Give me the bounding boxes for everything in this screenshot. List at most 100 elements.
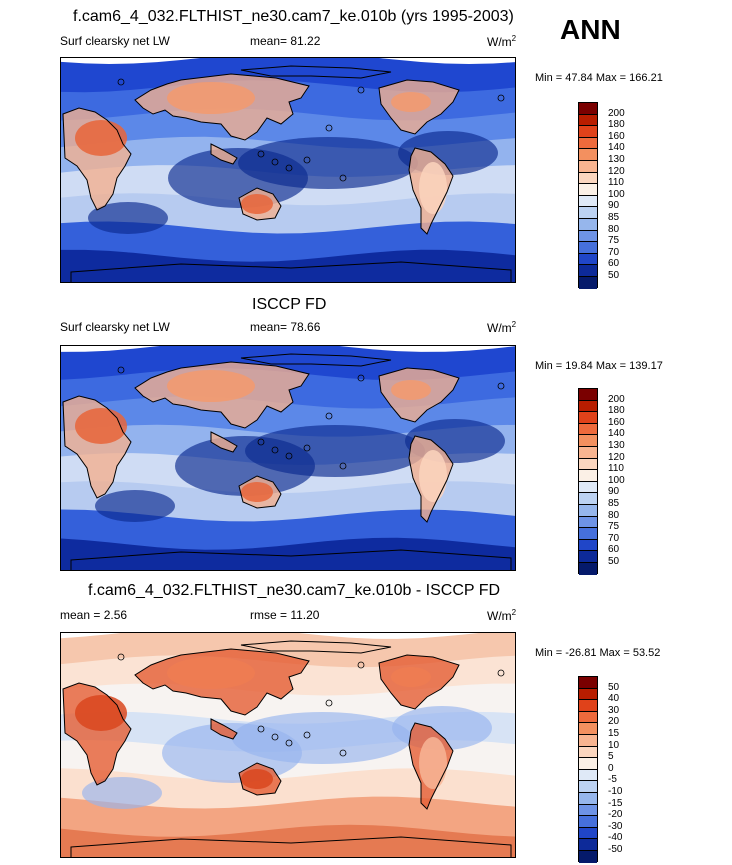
- colorbar-swatch: [579, 493, 597, 505]
- colorbar-swatch: [579, 562, 597, 575]
- colorbar-tick-label: 160: [608, 130, 625, 142]
- panel-1-colorbar: [578, 102, 598, 289]
- colorbar-tick-label: 30: [608, 704, 620, 716]
- panel-3-min-max: Min = -26.81 Max = 53.52: [535, 647, 661, 659]
- colorbar-swatch: [579, 412, 597, 424]
- season-label: ANN: [560, 14, 621, 45]
- colorbar-tick-label: 140: [608, 428, 625, 440]
- colorbar-swatch: [579, 516, 597, 529]
- colorbar-swatch: [579, 804, 597, 817]
- colorbar-swatch: [579, 160, 597, 173]
- colorbar-swatch: [579, 126, 597, 138]
- map-field: [61, 633, 515, 857]
- colorbar-swatch: [579, 207, 597, 219]
- colorbar-tick-label: 60: [608, 544, 620, 556]
- colorbar-tick-label: 50: [608, 270, 620, 281]
- colorbar-swatch: [579, 850, 597, 863]
- panel-3-mean-label: mean = 2.56: [60, 608, 128, 622]
- colorbar-tick-label: 70: [608, 246, 620, 258]
- colorbar-tick-label: 10: [608, 739, 620, 751]
- panel-2-variable-label: Surf clearsky net LW: [60, 320, 170, 334]
- panel-1-map: [60, 57, 516, 283]
- colorbar-tick-label: 100: [608, 188, 625, 200]
- panel-1-title: f.cam6_4_032.FLTHIST_ne30.cam7_ke.010b (…: [73, 8, 514, 25]
- colorbar-tick-label: 40: [608, 693, 620, 705]
- colorbar-swatch: [579, 839, 597, 851]
- colorbar-tick-label: 130: [608, 154, 625, 165]
- colorbar-swatch: [579, 458, 597, 471]
- colorbar-tick-label: 120: [608, 165, 625, 177]
- colorbar-tick-label: -5: [608, 774, 617, 786]
- panel-1-units: W/m2: [487, 34, 517, 49]
- colorbar-tick-label: 130: [608, 440, 625, 451]
- colorbar-swatch: [579, 769, 597, 782]
- colorbar-swatch: [579, 389, 597, 401]
- colorbar-tick-label: 0: [608, 762, 614, 774]
- panel-2-units: W/m2: [487, 320, 517, 335]
- colorbar-swatch: [579, 746, 597, 759]
- panel-2-min-max: Min = 19.84 Max = 139.17: [535, 360, 663, 372]
- colorbar-swatch: [579, 435, 597, 447]
- colorbar-swatch: [579, 816, 597, 828]
- colorbar-swatch: [579, 114, 597, 127]
- panel-3-units: W/m2: [487, 608, 517, 623]
- panel-1-min-max: Min = 47.84 Max = 166.21: [535, 72, 663, 84]
- colorbar-swatch: [579, 195, 597, 208]
- panel-3-map: [60, 632, 516, 858]
- colorbar-tick-label: 50: [608, 681, 620, 693]
- colorbar-tick-label: 160: [608, 416, 625, 428]
- colorbar-tick-label: 50: [608, 556, 620, 567]
- colorbar-tick-label: 180: [608, 119, 625, 131]
- colorbar-swatch: [579, 242, 597, 254]
- colorbar-tick-label: 85: [608, 212, 620, 223]
- colorbar-swatch: [579, 172, 597, 185]
- colorbar-tick-label: -15: [608, 797, 623, 809]
- colorbar-swatch: [579, 470, 597, 482]
- colorbar-tick-label: 70: [608, 532, 620, 544]
- colorbar-swatch: [579, 137, 597, 150]
- colorbar-swatch: [579, 400, 597, 413]
- colorbar-tick-label: 85: [608, 498, 620, 509]
- colorbar-tick-label: 75: [608, 235, 620, 247]
- colorbar-swatch: [579, 551, 597, 563]
- colorbar-swatch: [579, 265, 597, 277]
- colorbar-swatch: [579, 504, 597, 517]
- colorbar-tick-label: 60: [608, 258, 620, 270]
- colorbar-swatch: [579, 230, 597, 243]
- colorbar-tick-label: -40: [608, 832, 623, 844]
- colorbar-tick-label: 200: [608, 393, 625, 405]
- colorbar-tick-label: 75: [608, 521, 620, 533]
- colorbar-tick-label: -10: [608, 786, 623, 797]
- colorbar-tick-label: -30: [608, 820, 623, 832]
- map-field: [61, 58, 515, 282]
- panel-2-title: ISCCP FD: [252, 296, 327, 313]
- map-field: [61, 346, 515, 570]
- panel-1-mean-label: mean= 81.22: [250, 34, 321, 48]
- colorbar-swatch: [579, 103, 597, 115]
- colorbar-swatch: [579, 758, 597, 770]
- colorbar-swatch: [579, 149, 597, 161]
- colorbar-swatch: [579, 184, 597, 196]
- colorbar-swatch: [579, 711, 597, 724]
- colorbar-swatch: [579, 539, 597, 552]
- colorbar-swatch: [579, 446, 597, 459]
- colorbar-swatch: [579, 481, 597, 494]
- colorbar-tick-label: -50: [608, 844, 623, 855]
- colorbar-swatch: [579, 276, 597, 289]
- colorbar-swatch: [579, 792, 597, 805]
- colorbar-tick-label: 120: [608, 451, 625, 463]
- colorbar-tick-label: 20: [608, 716, 620, 728]
- colorbar-tick-label: 110: [608, 463, 624, 475]
- colorbar-tick-label: 110: [608, 177, 624, 189]
- panel-3-rmse-label: rmse = 11.20: [250, 608, 320, 622]
- colorbar-swatch: [579, 700, 597, 712]
- colorbar-swatch: [579, 781, 597, 793]
- colorbar-tick-label: 80: [608, 223, 620, 235]
- colorbar-swatch: [579, 688, 597, 701]
- panel-2-mean-label: mean= 78.66: [250, 320, 321, 334]
- colorbar-tick-label: 90: [608, 200, 620, 212]
- colorbar-swatch: [579, 677, 597, 689]
- panel-3-colorbar: [578, 676, 598, 863]
- panel-3-title: f.cam6_4_032.FLTHIST_ne30.cam7_ke.010b -…: [88, 582, 501, 599]
- colorbar-swatch: [579, 423, 597, 436]
